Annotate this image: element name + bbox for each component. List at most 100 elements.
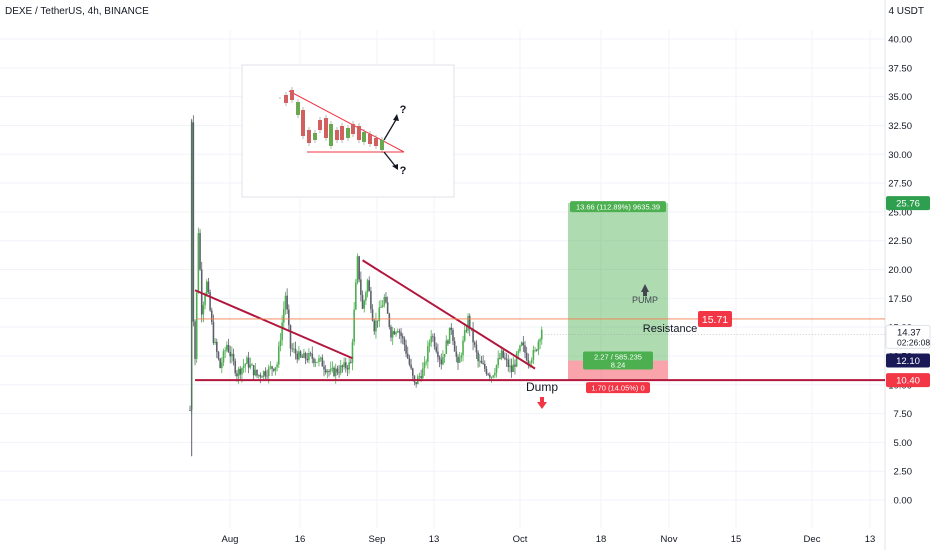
bar-countdown: 02:26:08 [897, 337, 930, 347]
candle-body [343, 362, 345, 367]
candle-body [450, 327, 453, 330]
candle-body [336, 368, 339, 373]
candle-body [410, 364, 412, 369]
candle-body [380, 307, 382, 308]
trendline[interactable] [194, 289, 353, 360]
inset-candle [329, 124, 333, 146]
candle-body [495, 365, 498, 373]
candle-body [396, 331, 399, 333]
candle-body [415, 382, 417, 385]
x-tick-label: 13 [865, 534, 876, 545]
candle-body [509, 365, 511, 368]
candle-body [308, 353, 310, 361]
candle-body [195, 292, 198, 359]
candle-body [331, 367, 334, 370]
candle-body [281, 322, 283, 341]
candle-body [219, 358, 221, 368]
candle-body [333, 367, 335, 376]
inset-candle [368, 134, 372, 144]
candle-body [400, 332, 402, 337]
inset-question-up: ? [400, 104, 407, 116]
candle-body [514, 364, 516, 367]
candle-body [490, 377, 493, 378]
candle-body [525, 352, 528, 361]
candle-body [368, 280, 371, 291]
candle-body [197, 233, 200, 293]
candle-body [350, 362, 352, 364]
candle-body [373, 320, 376, 332]
candle-body [303, 353, 305, 358]
candle-body [217, 351, 220, 359]
price-tag-box [886, 353, 930, 368]
candle-body [480, 360, 483, 364]
candle-body [272, 368, 275, 371]
candle-body [405, 344, 407, 354]
candle-body [194, 321, 196, 359]
candle-body [465, 330, 468, 332]
candle-body [458, 357, 461, 363]
x-tick-label: 15 [731, 534, 742, 545]
candle-body [522, 342, 525, 346]
inset-candle [346, 128, 350, 138]
candle-body [249, 364, 252, 368]
y-tick-label: 35.00 [888, 92, 912, 103]
candle-body [403, 338, 406, 345]
target-label-box [570, 201, 666, 213]
candle-body [207, 281, 210, 293]
candle-body [210, 310, 213, 322]
pump-arrow-stem [643, 291, 647, 296]
candle-body [299, 351, 302, 357]
candle-body [463, 330, 466, 341]
candle-body [423, 362, 426, 369]
y-tick-label: 25.00 [888, 207, 912, 218]
candle-body [212, 321, 215, 344]
candle-body [239, 368, 242, 375]
trendline[interactable] [361, 259, 536, 370]
candle-body [453, 341, 456, 352]
y-tick-label: 2.50 [894, 467, 913, 478]
candle-body [226, 344, 228, 351]
candle-body [294, 348, 297, 354]
candle-body [535, 349, 538, 351]
candle-body [361, 294, 364, 309]
candle-body [309, 353, 312, 354]
current-price-value: 14.37 [897, 327, 921, 338]
entry-label-1: 2.27 / 585.235 [594, 353, 642, 362]
x-tick-label: 16 [295, 534, 306, 545]
candle-body [492, 375, 494, 378]
candle-body [529, 362, 531, 364]
y-tick-label: 37.50 [888, 63, 912, 74]
candle-body [274, 367, 277, 371]
candle-body [467, 315, 469, 331]
candle-body [313, 358, 315, 363]
candle-body [427, 345, 429, 362]
candle-body [406, 353, 409, 359]
candle-body [221, 362, 223, 368]
candle-body [346, 368, 349, 370]
inset-arrow-up [383, 117, 398, 141]
candle-body [329, 369, 332, 372]
inset-candle [335, 130, 339, 140]
candle-body [242, 365, 245, 369]
candle-body [293, 348, 295, 350]
candle-body [462, 340, 464, 356]
candle-body [460, 355, 463, 358]
candle-body [512, 364, 515, 372]
candle-body [244, 363, 247, 366]
profit-zone[interactable] [568, 203, 668, 361]
candle-body [276, 364, 278, 368]
entry-label-box [583, 351, 653, 370]
candle-body [344, 362, 347, 369]
candle-body [356, 256, 359, 283]
candle-body [366, 280, 369, 293]
candle-body [355, 282, 357, 310]
x-tick-label: Aug [222, 534, 239, 545]
candle-body [202, 304, 205, 315]
inset-candle [357, 126, 361, 140]
y-tick-label: 40.00 [888, 35, 912, 46]
candle-body [391, 331, 394, 338]
candle-body [231, 353, 233, 357]
candle-body [370, 290, 372, 310]
y-tick-label: 27.50 [888, 179, 912, 190]
